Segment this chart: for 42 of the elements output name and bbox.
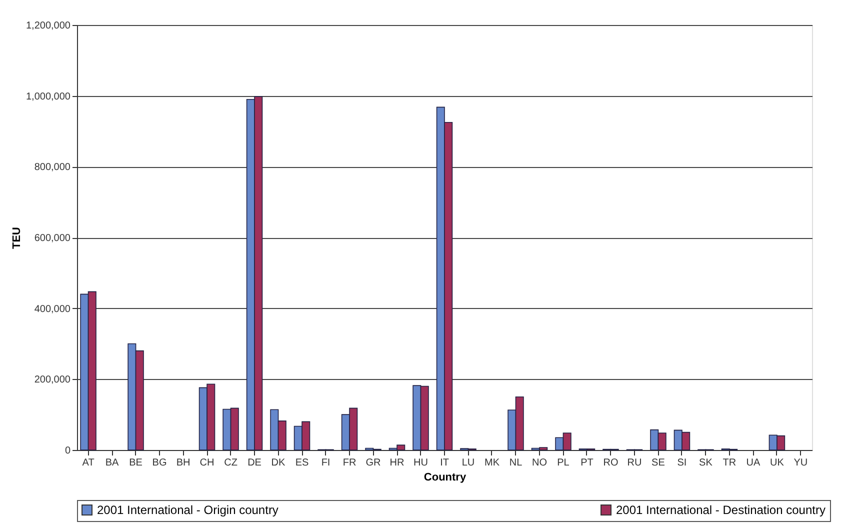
x-tick-label: UK (770, 458, 784, 468)
y-axis-title: TEU (11, 226, 24, 249)
x-tick-label: PL (557, 458, 570, 468)
legend-label: 2001 International - Origin country (97, 503, 278, 517)
x-tick-label: HR (390, 458, 404, 468)
x-tick-label: BG (152, 458, 167, 468)
y-tick-label: 1,000,000 (26, 91, 71, 102)
x-tick-label: IT (440, 458, 449, 468)
x-axis-title: Country (424, 472, 467, 484)
x-tick-label: RU (627, 458, 642, 468)
x-tick-label: BA (105, 458, 120, 468)
x-tick-label: SK (699, 458, 713, 468)
y-tick-label: 600,000 (34, 233, 71, 244)
x-tick-label: BH (176, 458, 190, 468)
y-tick-label: 1,200,000 (26, 20, 71, 32)
legend-label: 2001 International - Destination country (616, 503, 826, 517)
x-tick-label: YU (794, 458, 808, 468)
x-tick-label: SI (677, 458, 687, 468)
x-tick-label: DK (271, 458, 286, 468)
x-tick-label: MK (484, 458, 500, 468)
x-tick-label: LU (462, 458, 475, 468)
x-tick-label: GR (366, 458, 381, 468)
x-tick-label: FI (321, 458, 330, 468)
x-tick-label: HU (414, 458, 428, 468)
x-tick-label: CH (200, 458, 214, 468)
y-tick-label: 0 (64, 446, 71, 456)
y-tick-label: 200,000 (34, 374, 71, 386)
x-tick-label: AT (82, 458, 94, 468)
x-tick-label: UA (746, 458, 760, 468)
x-tick-label: NO (532, 458, 548, 468)
x-tick-label: NL (509, 458, 523, 468)
y-tick-label: 800,000 (34, 162, 71, 174)
y-tick-label: 400,000 (34, 304, 71, 315)
x-tick-label: FR (342, 458, 356, 468)
x-tick-label: SE (652, 458, 666, 468)
x-tick-label: BE (129, 458, 143, 468)
x-tick-label: CZ (224, 458, 238, 468)
x-tick-label: ES (295, 458, 310, 468)
x-tick-label: RO (603, 458, 618, 468)
x-tick-label: PT (580, 458, 594, 468)
x-tick-label: DE (248, 458, 262, 468)
x-tick-label: TR (722, 458, 736, 468)
